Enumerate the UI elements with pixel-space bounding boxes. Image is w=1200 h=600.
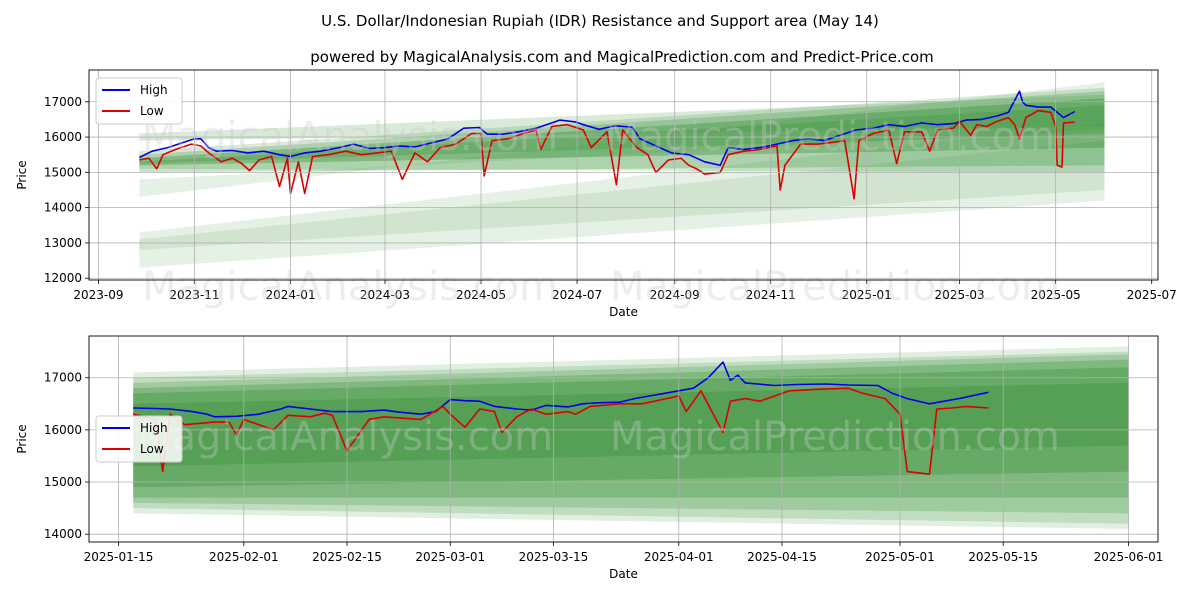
- x-tick-label: 2025-01: [842, 288, 892, 302]
- series-line-high: [139, 90, 1075, 167]
- x-tick-label: 2025-05-01: [865, 550, 935, 564]
- y-tick-label: 17000: [44, 371, 82, 385]
- plot-frame: [88, 335, 1159, 543]
- top-chart-panel: 2023-09 2023-11 2024-01 2024-03 2024-05 2024-…: [15, 69, 1177, 319]
- x-tick-label: 2024-03: [360, 288, 410, 302]
- x-tick-label: 2025-02-01: [209, 550, 279, 564]
- chart-subtitle: powered by MagicalAnalysis.com and Magic…: [310, 48, 934, 66]
- watermark: MagicalAnalysis.com: [142, 114, 558, 160]
- support-resistance-band: [133, 359, 1129, 498]
- x-axis-label: Date: [609, 305, 638, 319]
- plot-area: [133, 346, 1129, 529]
- x-tick-label: 2023-09: [73, 288, 123, 302]
- x-tick-label: 2025-03-15: [519, 550, 589, 564]
- support-resistance-band: [133, 351, 1129, 524]
- plot-frame: [88, 69, 1159, 281]
- x-tick-label: 2025-07: [1127, 288, 1177, 302]
- legend-label-high: High: [140, 421, 168, 435]
- y-tick-label: 14000: [44, 201, 82, 215]
- x-tick-label: 2024-05: [456, 288, 506, 302]
- y-tick-label: 16000: [44, 423, 82, 437]
- y-tick-label: 12000: [44, 271, 82, 285]
- x-tick-label: 2024-09: [650, 288, 700, 302]
- x-tick-label: 2023-11: [169, 288, 219, 302]
- watermark: MagicalAnalysis.com: [137, 414, 553, 460]
- plot-area: [139, 82, 1105, 268]
- legend: High Low: [95, 415, 183, 463]
- series-line-high: [133, 361, 989, 418]
- support-resistance-band: [133, 382, 1129, 467]
- legend-box: [95, 415, 183, 463]
- legend-label-low: Low: [140, 104, 164, 118]
- support-resistance-band: [133, 354, 1129, 514]
- y-tick-label: 15000: [44, 475, 82, 489]
- x-tick-label: 2025-02-15: [312, 550, 382, 564]
- x-tick-label: 2025-05-15: [968, 550, 1038, 564]
- y-tick-label: 16000: [44, 130, 82, 144]
- watermark: MagicalPrediction.com: [610, 264, 1060, 310]
- legend-label-high: High: [140, 83, 168, 97]
- watermark: MagicalPrediction.com: [610, 414, 1060, 460]
- x-axis-label: Date: [609, 567, 638, 581]
- x-tick-label: 2024-07: [552, 288, 602, 302]
- watermark: MagicalPrediction.com: [605, 114, 1055, 160]
- y-tick-label: 13000: [44, 236, 82, 250]
- x-tick-label: 2025-04-15: [747, 550, 817, 564]
- y-tick-label: 15000: [44, 165, 82, 179]
- x-tick-label: 2025-06-01: [1094, 550, 1164, 564]
- y-axis-label: Price: [15, 160, 29, 189]
- support-resistance-band: [139, 122, 1105, 268]
- series-line-low: [139, 109, 1075, 200]
- x-tick-label: 2025-03-01: [415, 550, 485, 564]
- support-resistance-band: [139, 140, 1105, 250]
- y-axis-label: Price: [15, 424, 29, 453]
- x-tick-label: 2025-04-01: [644, 550, 714, 564]
- watermark: MagicalAnalysis.com: [142, 264, 558, 310]
- x-tick-label: 2025-03: [935, 288, 985, 302]
- support-resistance-band: [133, 346, 1129, 529]
- legend-box: [95, 77, 183, 125]
- legend-label-low: Low: [140, 442, 164, 456]
- x-tick-label: 2024-11: [746, 288, 796, 302]
- chart-title: U.S. Dollar/Indonesian Rupiah (IDR) Resi…: [321, 12, 879, 30]
- y-tick-label: 17000: [44, 95, 82, 109]
- bottom-chart-panel: 2025-01-15 2025-02-01 2025-02-15 2025-03-01…: [15, 335, 1164, 581]
- y-tick-label: 14000: [44, 527, 82, 541]
- series-line-low: [133, 387, 989, 476]
- x-tick-label: 2025-05: [1031, 288, 1081, 302]
- x-tick-label: 2024-01: [265, 288, 315, 302]
- legend: High Low: [95, 77, 183, 125]
- x-tick-label: 2025-01-15: [84, 550, 154, 564]
